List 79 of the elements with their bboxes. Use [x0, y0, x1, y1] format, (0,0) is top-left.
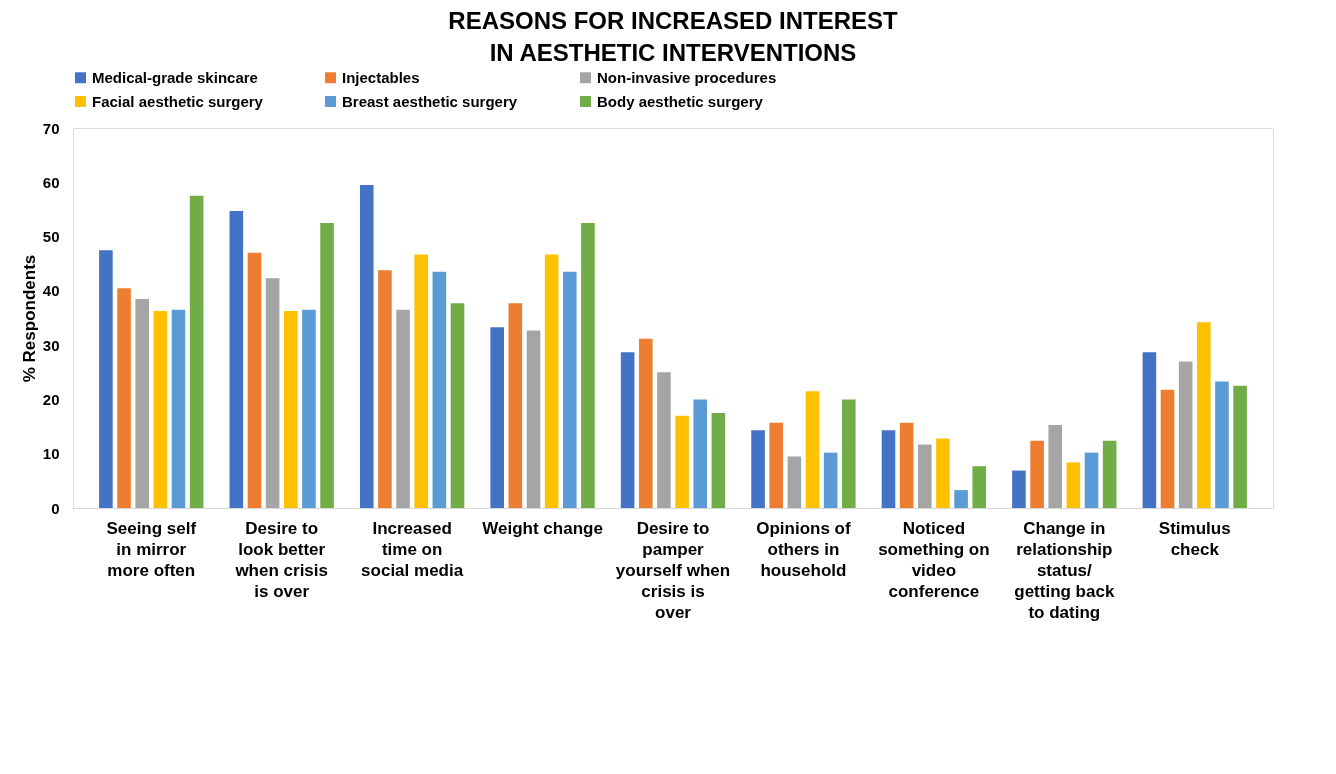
bar — [657, 372, 671, 508]
bar — [1048, 424, 1063, 508]
bar — [378, 270, 392, 508]
legend-label: Medical-grade skincare — [92, 68, 258, 86]
bar — [450, 303, 465, 508]
y-tick-label: 50 — [42, 228, 60, 246]
bar — [1142, 352, 1157, 508]
y-tick-label: 10 — [42, 445, 60, 463]
bar — [620, 352, 635, 508]
bar — [1012, 470, 1026, 508]
bar — [972, 466, 987, 508]
bar — [711, 413, 726, 508]
bar — [1102, 440, 1117, 508]
x-tick-label: Change in relationship status/ getting back to dating — [1014, 518, 1115, 622]
bar — [805, 391, 820, 508]
bar — [171, 309, 186, 508]
bar — [229, 211, 244, 508]
bar — [153, 310, 168, 508]
chart-title: REASONS FOR INCREASED INTEREST IN AESTHETIC INTERVENTIONS — [448, 7, 899, 66]
x-tick-label: Seeing self in mirror more often — [106, 518, 197, 580]
bar — [1160, 389, 1175, 508]
bar — [1178, 361, 1193, 508]
bar — [638, 338, 653, 508]
bar — [544, 254, 559, 508]
bar — [526, 330, 541, 508]
bar — [675, 415, 689, 508]
legend-label: Injectables — [342, 68, 420, 86]
y-tick-label: 0 — [51, 499, 60, 517]
bar — [693, 399, 708, 508]
legend-label: Breast aesthetic surgery — [342, 92, 518, 110]
bar — [247, 252, 262, 508]
bar — [414, 254, 429, 508]
y-tick-label: 70 — [42, 119, 60, 137]
bar — [917, 444, 932, 508]
bar — [751, 430, 765, 508]
bar — [787, 456, 802, 508]
bar — [562, 271, 577, 508]
bar — [302, 309, 316, 508]
bar — [881, 430, 896, 508]
bar — [769, 422, 784, 508]
bar — [899, 422, 914, 508]
bar — [581, 223, 595, 508]
bar — [508, 303, 523, 508]
x-tick-label: Opinions of others in household — [756, 518, 851, 580]
bar — [1215, 381, 1229, 508]
bar — [936, 438, 950, 508]
y-tick-label: 40 — [42, 282, 60, 300]
x-tick-label: Noticed something on video conference — [878, 518, 990, 601]
bar — [283, 310, 298, 508]
bar — [1233, 385, 1247, 508]
bar — [1197, 322, 1211, 508]
bar — [135, 299, 149, 508]
bar — [432, 271, 447, 508]
bar — [265, 278, 280, 508]
bar — [1084, 452, 1099, 508]
bar — [842, 399, 856, 508]
x-tick-label: Increased time on social media — [361, 518, 464, 580]
x-tick-label: Desire to pamper yourself when crisis is over — [615, 518, 731, 622]
bar — [823, 452, 838, 508]
y-tick-label: 60 — [42, 173, 60, 191]
y-tick-label: 20 — [42, 390, 60, 408]
y-axis-title: % Respondents — [19, 254, 39, 383]
x-tick-label: Stimulus check — [1158, 518, 1231, 559]
bar — [189, 195, 204, 508]
bar — [1066, 462, 1081, 508]
y-tick-label: 30 — [42, 336, 60, 354]
bar — [320, 223, 334, 508]
bar — [490, 327, 504, 508]
legend-label: Facial aesthetic surgery — [92, 92, 264, 110]
legend-label: Body aesthetic surgery — [597, 92, 764, 110]
x-tick-label: Weight change — [482, 518, 603, 538]
bar — [396, 309, 410, 508]
bar — [1030, 440, 1044, 508]
bar — [954, 490, 968, 508]
bar — [99, 250, 113, 508]
x-tick-label: Desire to look better when crisis is over — [234, 518, 328, 601]
legend-label: Non-invasive procedures — [597, 68, 777, 86]
bar — [117, 288, 131, 508]
bar — [359, 185, 374, 508]
